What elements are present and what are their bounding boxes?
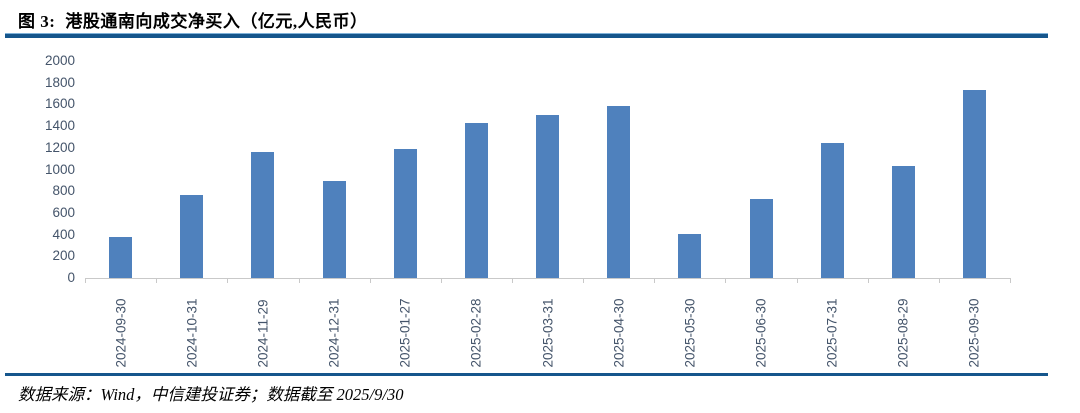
x-axis-tick xyxy=(440,278,442,283)
y-tick-label: 1600 xyxy=(44,96,75,112)
x-tick-label: 2025-02-28 xyxy=(468,298,484,368)
y-tick-label: 600 xyxy=(52,204,75,220)
x-axis-tick xyxy=(938,278,940,283)
data-source-note: 数据来源：Wind，中信建投证券；数据截至 2025/9/30 xyxy=(18,385,404,404)
y-tick-label: 200 xyxy=(52,248,75,264)
x-tick-label: 2025-09-30 xyxy=(966,298,982,368)
x-axis-tick xyxy=(867,278,869,283)
x-axis-tick xyxy=(725,278,727,283)
bar xyxy=(536,114,559,278)
x-tick-label: 2024-11-29 xyxy=(255,299,271,368)
x-axis-tick xyxy=(583,278,585,283)
figure-title: 图 3: 港股通南向成交净买入（亿元,人民币） xyxy=(18,7,368,32)
x-tick-label: 2025-01-27 xyxy=(397,298,413,368)
y-tick-label: 1200 xyxy=(44,139,75,155)
bar xyxy=(607,106,631,278)
y-tick-label: 400 xyxy=(52,226,75,242)
bottom-rule xyxy=(5,373,1048,376)
bar xyxy=(464,122,488,278)
x-tick-label: 2025-03-31 xyxy=(540,298,555,368)
x-axis-line xyxy=(85,278,1010,279)
bar xyxy=(393,148,417,278)
x-tick-label: 2025-07-31 xyxy=(824,298,840,368)
x-axis-tick xyxy=(369,278,371,283)
x-tick-label: 2024-09-30 xyxy=(113,298,129,368)
x-tick-label: 2025-04-30 xyxy=(611,298,627,368)
y-tick-label: 0 xyxy=(67,270,75,285)
x-axis-tick xyxy=(85,278,86,283)
bar xyxy=(678,233,702,278)
x-tick-label: 2025-05-30 xyxy=(682,298,698,368)
y-tick-label: 1800 xyxy=(44,74,75,90)
bar xyxy=(109,236,133,278)
x-axis-tick xyxy=(796,278,798,283)
x-axis-tick xyxy=(227,278,229,283)
x-tick-label: 2025-08-29 xyxy=(895,298,911,368)
bar xyxy=(962,89,986,278)
x-tick-label: 2024-12-31 xyxy=(326,298,342,368)
bar xyxy=(820,142,844,278)
x-axis-tick xyxy=(511,278,513,283)
y-tick-label: 1400 xyxy=(44,118,75,134)
x-axis-tick xyxy=(298,278,300,283)
y-tick-label: 800 xyxy=(52,183,75,199)
top-rule xyxy=(5,33,1048,38)
bar xyxy=(180,195,204,278)
x-axis-tick xyxy=(1010,278,1011,283)
bar-chart xyxy=(85,61,1011,283)
figure-title-text: 港股通南向成交净买入（亿元,人民币） xyxy=(65,12,368,31)
y-tick-label: 1000 xyxy=(44,161,75,177)
bar xyxy=(891,165,915,278)
figure-number: 图 3: xyxy=(18,12,56,31)
bar xyxy=(322,180,346,278)
x-tick-label: 2024-10-31 xyxy=(184,298,200,368)
x-tick-label: 2025-06-30 xyxy=(753,298,769,368)
x-axis-tick xyxy=(654,278,656,283)
y-tick-label: 2000 xyxy=(44,53,75,68)
x-axis-tick xyxy=(156,278,158,283)
bar xyxy=(251,151,275,278)
bar xyxy=(749,198,773,278)
